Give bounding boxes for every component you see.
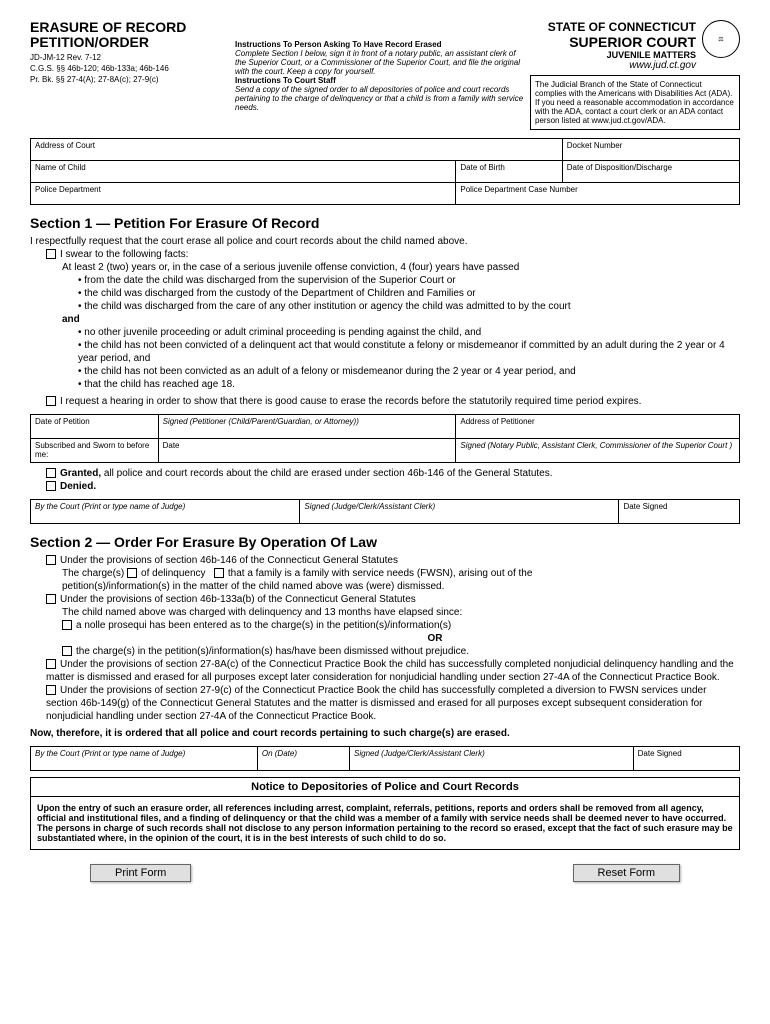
field-police-case-num[interactable]: Police Department Case Number: [456, 183, 740, 205]
checkbox-denied[interactable]: [46, 481, 56, 491]
state-name: STATE OF CONNECTICUT: [548, 20, 696, 34]
s2-p1b-row: The charge(s) of delinquency that a fami…: [62, 567, 740, 580]
case-info-table: Address of Court Docket Number Name of C…: [30, 138, 740, 205]
s1-b3: the child was discharged from the care o…: [78, 300, 740, 313]
s1-b7: that the child has reached age 18.: [78, 378, 740, 391]
section1-intro: I respectfully request that the court er…: [30, 235, 740, 248]
checkbox-nolle[interactable]: [62, 620, 72, 630]
form-prbk: Pr. Bk. §§ 27-4(A); 27-8A(c); 27-9(c): [30, 75, 230, 84]
form-number: JD-JM-12 Rev. 7-12: [30, 53, 230, 62]
inst2-text: Send a copy of the signed order to all d…: [235, 85, 525, 112]
s2-p3-row: Under the provisions of section 27-8A(c)…: [46, 658, 740, 684]
checkbox-granted[interactable]: [46, 468, 56, 478]
state-seal-icon: ⚖: [702, 20, 740, 58]
checkbox-fwsn[interactable]: [214, 568, 224, 578]
petition-signature-table: Date of Petition Signed (Petitioner (Chi…: [30, 414, 740, 463]
header-right: STATE OF CONNECTICUT SUPERIOR COURT JUVE…: [530, 20, 740, 130]
hearing-row: I request a hearing in order to show tha…: [46, 395, 740, 408]
date-signed-1: Date Signed: [619, 500, 740, 524]
field-dob[interactable]: Date of Birth: [456, 161, 562, 183]
checkbox-dismissed[interactable]: [62, 646, 72, 656]
court-signature-table-2: By the Court (Print or type name of Judg…: [30, 746, 740, 771]
form-cgs: C.G.S. §§ 46b-120; 46b-133a; 46b-146: [30, 64, 230, 73]
section1-title: Section 1 — Petition For Erasure Of Reco…: [30, 215, 740, 231]
notice-text: Upon the entry of such an erasure order,…: [30, 796, 740, 850]
court-name: SUPERIOR COURT: [548, 34, 696, 50]
swear-row: I swear to the following facts:: [46, 248, 740, 261]
on-date: On (Date): [257, 747, 349, 771]
sig-subscribed: Subscribed and Sworn to before me:: [31, 439, 159, 463]
section2-title: Section 2 — Order For Erasure By Operati…: [30, 534, 740, 550]
sig-date2: Date: [158, 439, 456, 463]
sig-notary: Signed (Notary Public, Assistant Clerk, …: [456, 439, 740, 463]
print-button[interactable]: Print Form: [90, 864, 191, 882]
checkbox-46b133a[interactable]: [46, 594, 56, 604]
by-court-2: By the Court (Print or type name of Judg…: [31, 747, 258, 771]
s2-or: OR: [130, 632, 740, 645]
s1-b6: the child has not been convicted as an a…: [78, 365, 740, 378]
field-disposition-date[interactable]: Date of Disposition/Discharge: [562, 161, 739, 183]
checkbox-hearing[interactable]: [46, 396, 56, 406]
inst1-text: Complete Section I below, sign it in fro…: [235, 49, 525, 76]
s2-p2c-row: a nolle prosequi has been entered as to …: [62, 619, 740, 632]
s1-l1: At least 2 (two) years or, in the case o…: [62, 261, 740, 274]
notice-title: Notice to Depositories of Police and Cou…: [30, 777, 740, 796]
juvenile-matters: JUVENILE MATTERS: [548, 50, 696, 60]
form-title-2: PETITION/ORDER: [30, 35, 230, 50]
sig-judge-1: Signed (Judge/Clerk/Assistant Clerk): [300, 500, 619, 524]
s2-p2d-row: the charge(s) in the petition(s)/informa…: [62, 645, 740, 658]
s1-b5: the child has not been convicted of a de…: [78, 339, 740, 365]
s2-p2b: The child named above was charged with d…: [62, 606, 740, 619]
court-url: www.jud.ct.gov: [548, 60, 696, 71]
header-left: ERASURE OF RECORD PETITION/ORDER JD-JM-1…: [30, 20, 230, 130]
header-instructions: Instructions To Person Asking To Have Re…: [235, 20, 525, 130]
sig-addr-petitioner: Address of Petitioner: [456, 415, 740, 439]
form-header: ERASURE OF RECORD PETITION/ORDER JD-JM-1…: [30, 20, 740, 130]
field-docket-number[interactable]: Docket Number: [562, 139, 739, 161]
granted-row: Granted, all police and court records ab…: [46, 467, 740, 480]
checkbox-27-9c[interactable]: [46, 685, 56, 695]
sig-date-petition: Date of Petition: [31, 415, 159, 439]
s1-b1: from the date the child was discharged f…: [78, 274, 740, 287]
inst1-title: Instructions To Person Asking To Have Re…: [235, 40, 525, 49]
form-title-1: ERASURE OF RECORD: [30, 20, 230, 35]
field-child-name[interactable]: Name of Child: [31, 161, 456, 183]
s1-b2: the child was discharged from the custod…: [78, 287, 740, 300]
sig-judge-2: Signed (Judge/Clerk/Assistant Clerk): [350, 747, 634, 771]
s1-and: and: [62, 313, 740, 326]
s2-now: Now, therefore, it is ordered that all p…: [30, 727, 740, 740]
ada-notice: The Judicial Branch of the State of Conn…: [530, 75, 740, 130]
s2-p1e: petition(s)/information(s) in the matter…: [62, 580, 740, 593]
field-police-dept[interactable]: Police Department: [31, 183, 456, 205]
checkbox-delinquency[interactable]: [127, 568, 137, 578]
checkbox-46b146[interactable]: [46, 555, 56, 565]
inst2-title: Instructions To Court Staff: [235, 76, 525, 85]
by-court-1: By the Court (Print or type name of Judg…: [31, 500, 300, 524]
date-signed-2: Date Signed: [633, 747, 739, 771]
court-signature-table-1: By the Court (Print or type name of Judg…: [30, 499, 740, 524]
button-row: Print Form Reset Form: [30, 864, 740, 882]
s2-p1a-row: Under the provisions of section 46b-146 …: [46, 554, 740, 567]
s1-b4: no other juvenile proceeding or adult cr…: [78, 326, 740, 339]
reset-button[interactable]: Reset Form: [573, 864, 680, 882]
s2-p4-row: Under the provisions of section 27-9(c) …: [46, 684, 740, 723]
s2-p2a-row: Under the provisions of section 46b-133a…: [46, 593, 740, 606]
field-address-court[interactable]: Address of Court: [31, 139, 563, 161]
sig-petitioner: Signed (Petitioner (Child/Parent/Guardia…: [158, 415, 456, 439]
denied-row: Denied.: [46, 480, 740, 493]
checkbox-27-8a[interactable]: [46, 659, 56, 669]
checkbox-swear[interactable]: [46, 249, 56, 259]
